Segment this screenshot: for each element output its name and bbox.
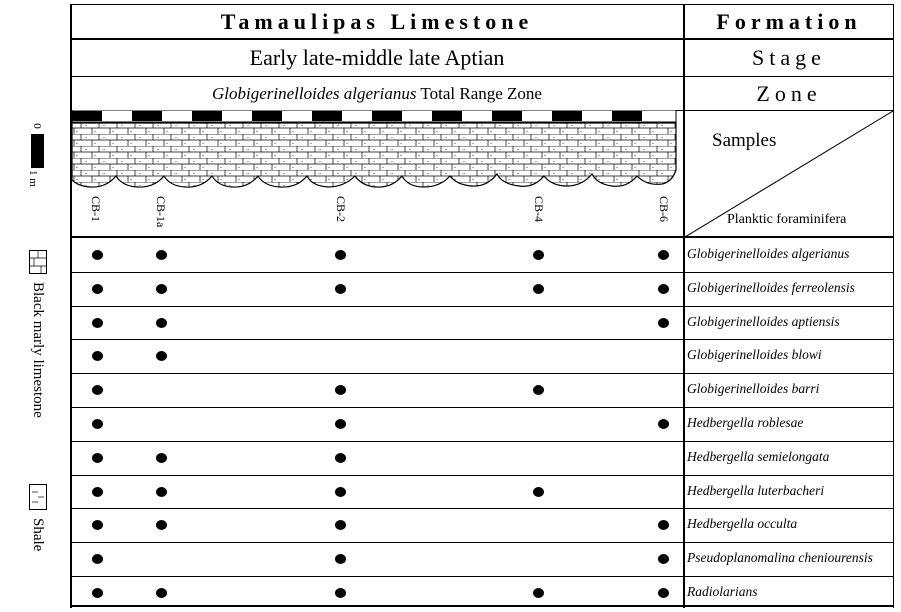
- row-divider: [70, 339, 894, 341]
- row-divider: [70, 305, 894, 307]
- occurrence-dot: [92, 418, 103, 429]
- lithology-column: [72, 110, 677, 188]
- stage-label: Stage: [752, 45, 826, 70]
- occurrence-dot: [92, 486, 103, 497]
- frame-bottom: [70, 605, 894, 607]
- occurrence-dot: [92, 587, 103, 598]
- occurrence-dot: [335, 486, 346, 497]
- occurrence-dot: [658, 520, 669, 531]
- occurrence-dot: [658, 418, 669, 429]
- occurrence-dot: [92, 317, 103, 328]
- limestone-legend-label: Black marly limestone: [30, 282, 46, 418]
- sample-label: CB-1: [89, 196, 103, 223]
- formation-value: Tamaulipas Limestone: [220, 8, 534, 34]
- occurrence-dot: [335, 520, 346, 531]
- taxon-name: Globigerinelloides aptiensis: [687, 313, 840, 329]
- occurrence-dot: [92, 520, 103, 531]
- zone-value: Globigerinelloides algerianus Total Rang…: [72, 77, 682, 110]
- occurrence-dot: [658, 554, 669, 565]
- zone-value-suffix: Total Range Zone: [416, 83, 542, 103]
- occurrence-dot: [92, 283, 103, 294]
- occurrence-dot: [156, 283, 167, 294]
- frame-top: [70, 4, 894, 5]
- sample-label: CB-6: [657, 196, 671, 223]
- scale-bar: [31, 134, 44, 168]
- stage-value: Early late-middle late Aptian: [249, 45, 505, 70]
- occurrence-dot: [92, 452, 103, 463]
- samples-label: Samples: [712, 130, 777, 151]
- zone-label: Zone: [756, 80, 822, 106]
- taxon-name: Globigerinelloides ferreolensis: [687, 279, 855, 295]
- scale-bottom-label: 1 m: [27, 170, 39, 187]
- occurrence-dot: [658, 249, 669, 260]
- ruler-bar: [72, 110, 677, 123]
- row-divider: [70, 440, 894, 442]
- taxon-name: Globigerinelloides blowi: [687, 347, 822, 363]
- occurrence-dot: [335, 554, 346, 565]
- occurrence-dot: [156, 351, 167, 362]
- occurrence-dot: [335, 418, 346, 429]
- occurrence-dot: [156, 587, 167, 598]
- planktic-label: Planktic foraminifera: [727, 212, 847, 227]
- occurrence-dot: [658, 317, 669, 328]
- taxon-name: Pseudoplanomalina cheniourensis: [687, 550, 873, 566]
- row-divider: [70, 271, 894, 273]
- formation-label: Formation: [716, 8, 862, 34]
- occurrence-dot: [156, 317, 167, 328]
- taxon-name: Hedbergella semielongata: [687, 448, 830, 464]
- occurrence-dot: [658, 587, 669, 598]
- taxon-name: Radiolarians: [687, 584, 758, 599]
- taxon-name: Hedbergella luterbacheri: [687, 482, 825, 498]
- scale-top-label: 0: [30, 123, 43, 129]
- sample-label: CB-2: [334, 196, 348, 223]
- row-divider: [70, 407, 894, 408]
- sample-label: CB-1a: [154, 196, 168, 228]
- table-top-line: [70, 236, 894, 238]
- occurrence-dot: [658, 283, 669, 294]
- taxon-name: Hedbergella roblesae: [687, 415, 804, 430]
- occurrence-dot: [156, 452, 167, 463]
- row-divider: [70, 542, 894, 544]
- rock-body: [72, 122, 677, 188]
- taxon-name: Globigerinelloides algerianus: [687, 246, 850, 261]
- samples-header-diagonal: [685, 111, 893, 237]
- sample-label: CB-4: [532, 196, 546, 223]
- occurrence-dot: [92, 249, 103, 260]
- row-divider: [70, 508, 894, 510]
- occurrence-dot: [335, 452, 346, 463]
- header-line-1: [70, 38, 894, 40]
- limestone-legend-icon: [29, 250, 47, 274]
- taxon-name: Hedbergella occulta: [687, 516, 798, 532]
- occurrence-dot: [533, 249, 544, 260]
- occurrence-dot: [92, 554, 103, 565]
- occurrence-dot: [533, 385, 544, 396]
- shale-legend-icon: [29, 484, 47, 510]
- shale-legend-label: Shale: [30, 518, 46, 552]
- occurrence-dot: [335, 249, 346, 260]
- row-divider: [70, 373, 894, 375]
- occurrence-dot: [335, 283, 346, 294]
- row-divider: [70, 474, 894, 476]
- occurrence-dot: [156, 486, 167, 497]
- occurrence-dot: [156, 249, 167, 260]
- occurrence-dot: [92, 385, 103, 396]
- occurrence-dot: [335, 587, 346, 598]
- occurrence-dot: [92, 351, 103, 362]
- occurrence-dot: [156, 520, 167, 531]
- taxon-name: Globigerinelloides barri: [687, 381, 820, 397]
- header-line-2: [70, 76, 894, 77]
- occurrence-dot: [335, 385, 346, 396]
- occurrence-dot: [533, 486, 544, 497]
- zone-value-taxon: Globigerinelloides algerianus: [212, 83, 417, 103]
- occurrence-dot: [533, 283, 544, 294]
- occurrence-dot: [533, 587, 544, 598]
- row-divider: [70, 576, 894, 577]
